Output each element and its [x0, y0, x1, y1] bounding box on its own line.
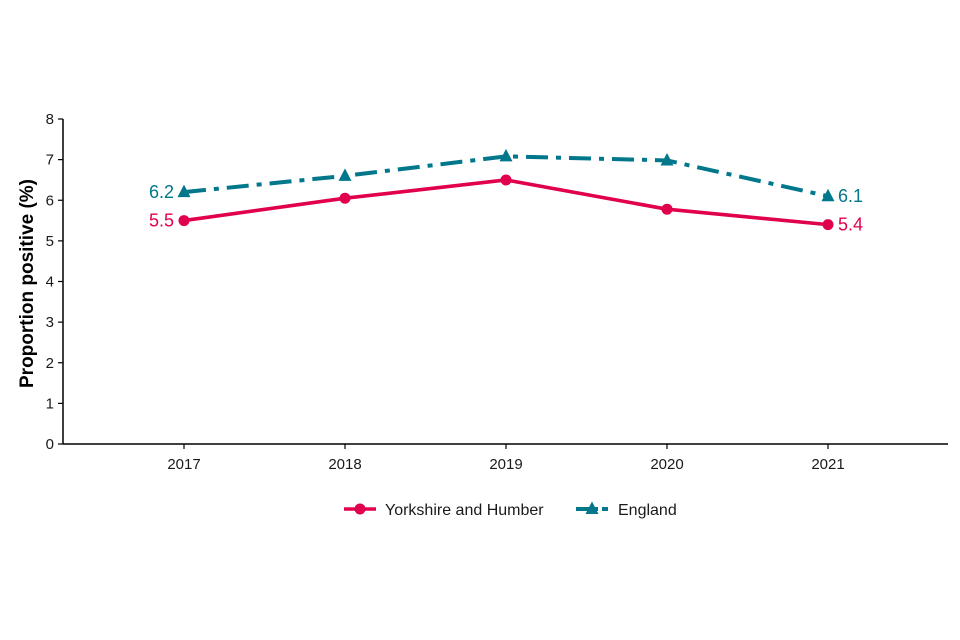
legend: Yorkshire and Humber England — [344, 501, 677, 519]
y-tick-label: 6 — [46, 192, 54, 209]
data-point — [660, 152, 674, 166]
legend-triangle-marker — [585, 501, 599, 514]
y-tick-label: 4 — [46, 274, 54, 291]
x-tick-label: 2017 — [167, 456, 200, 473]
legend-item-england: England — [576, 501, 677, 519]
series-layer: 6.2 6.1 5.5 5.4 — [149, 148, 863, 235]
data-point — [499, 148, 513, 162]
x-tick-label: 2020 — [650, 456, 683, 473]
x-tick-label: 2021 — [811, 456, 844, 473]
data-point — [178, 215, 190, 227]
y-tick-label: 1 — [46, 395, 54, 412]
data-point — [338, 168, 352, 181]
y-tick-label: 0 — [46, 436, 54, 453]
data-point — [177, 184, 191, 198]
data-label-first: 6.2 — [149, 182, 174, 202]
legend-label: Yorkshire and Humber — [385, 502, 544, 519]
data-point — [821, 188, 835, 202]
y-tick-label: 5 — [46, 233, 54, 250]
chart-axes — [62, 119, 948, 445]
series-yorkshire-and-humber: 5.5 5.4 — [149, 174, 863, 235]
data-point — [339, 192, 351, 204]
series-england: 6.2 6.1 — [149, 148, 863, 206]
data-label-last: 5.4 — [838, 215, 863, 235]
y-axis-title: Proportion positive (%) — [17, 179, 38, 388]
data-label-last: 6.1 — [838, 186, 863, 206]
x-tick-label: 2018 — [328, 456, 361, 473]
series-line — [183, 154, 829, 199]
y-tick-label: 8 — [46, 111, 54, 128]
series-line — [183, 178, 829, 227]
x-axis-ticks: 2017 2018 2019 2020 2021 — [167, 444, 845, 473]
data-point — [500, 174, 512, 186]
data-point — [661, 203, 673, 215]
legend-item-yorkshire-and-humber: Yorkshire and Humber — [344, 502, 544, 519]
y-tick-label: 3 — [46, 314, 54, 331]
data-label-first: 5.5 — [149, 211, 174, 231]
x-tick-label: 2019 — [489, 456, 522, 473]
y-tick-label: 2 — [46, 355, 54, 372]
y-axis-ticks: 0 1 2 3 4 5 6 7 8 — [46, 111, 63, 453]
legend-circle-marker — [354, 503, 366, 515]
legend-label: England — [618, 502, 677, 519]
data-point — [822, 219, 834, 231]
y-tick-label: 7 — [46, 152, 54, 169]
